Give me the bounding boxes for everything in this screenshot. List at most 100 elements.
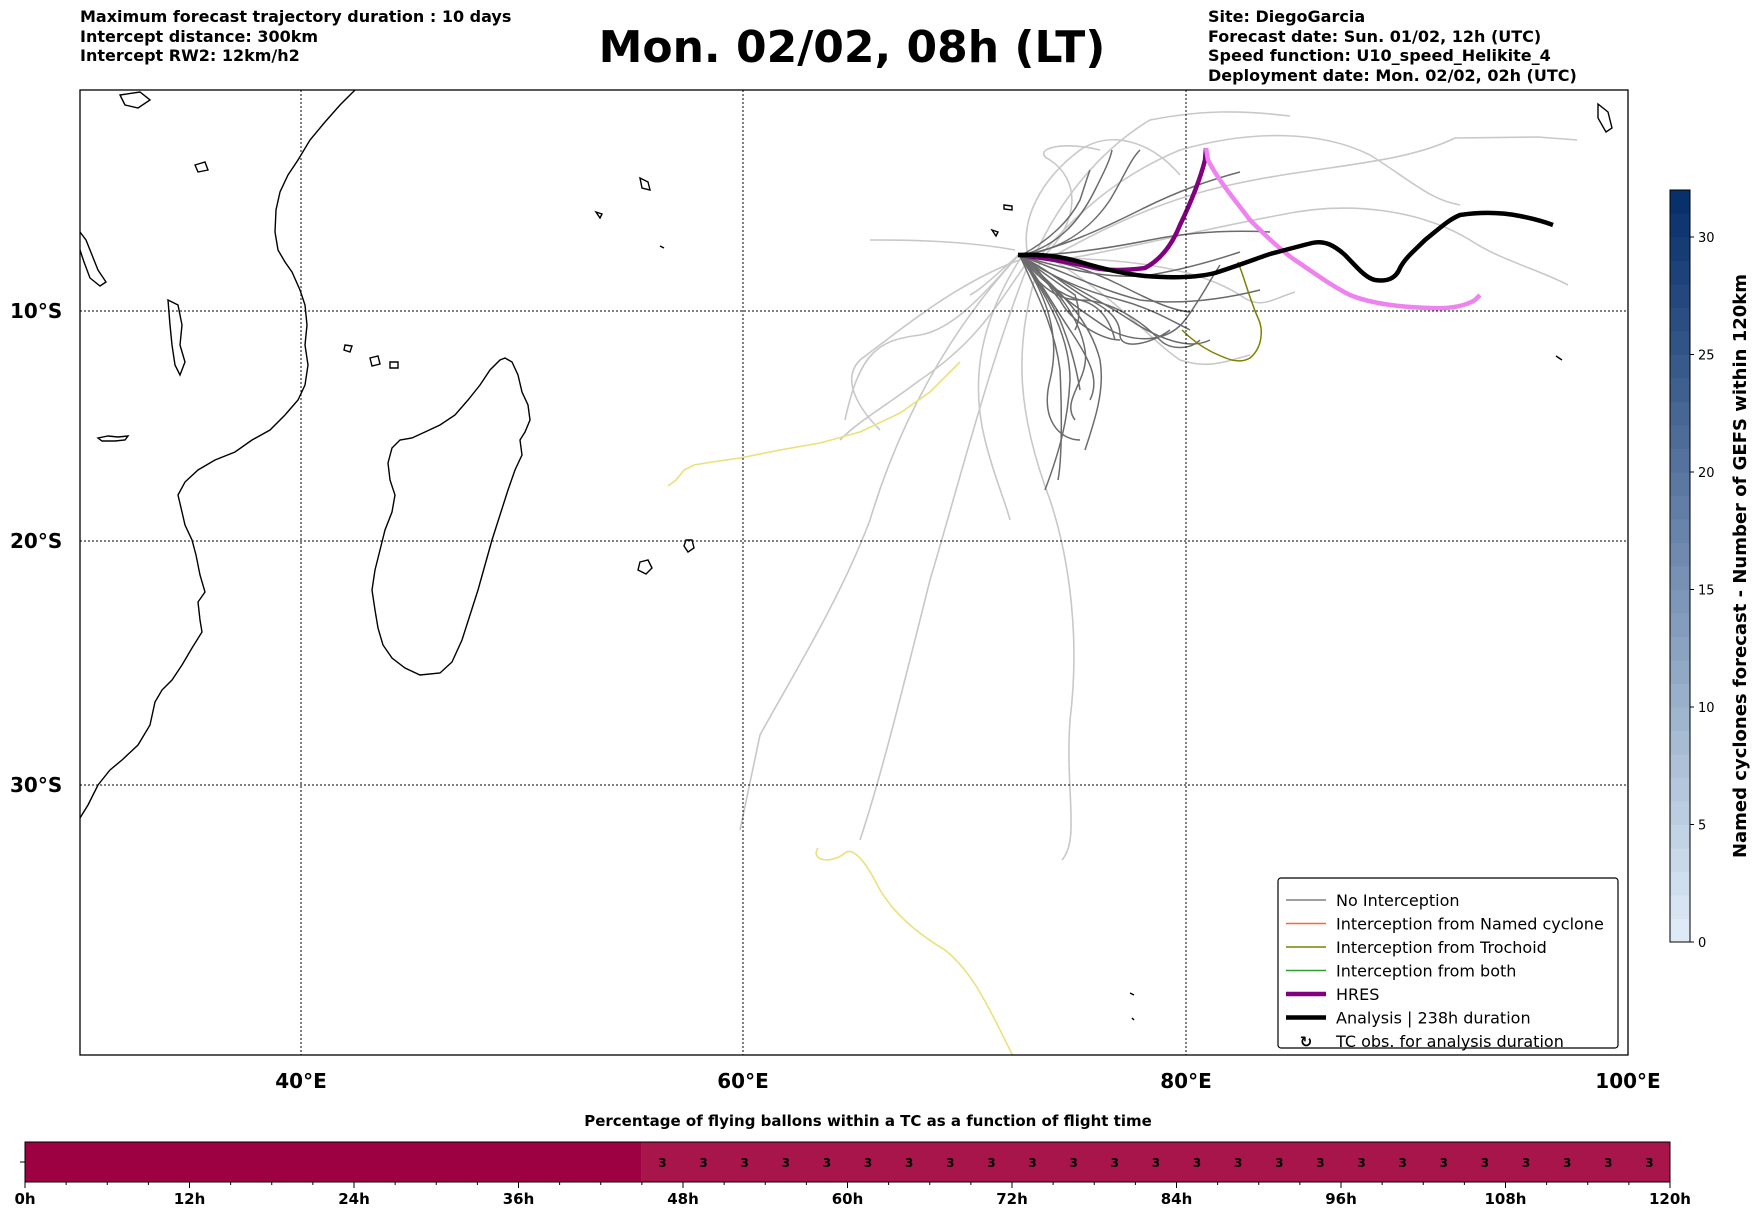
flight-bar-cell-value: 3	[1070, 1156, 1078, 1170]
tc-obs-marker-icon: ↻	[1300, 1033, 1313, 1051]
flight-bar-cell-value: 3	[1193, 1156, 1201, 1170]
colorbar-cell	[1670, 378, 1690, 402]
flight-bar-cell-value: 3	[987, 1156, 995, 1170]
colorbar-tick-label: 25	[1698, 349, 1715, 364]
colorbar-cell	[1670, 660, 1690, 684]
flight-bar-cell	[683, 1142, 725, 1182]
flight-bar-cell-value: 3	[1645, 1156, 1653, 1170]
lake-east	[96, 435, 130, 442]
dark-trajectory	[1019, 255, 1080, 331]
lon-label: 80°E	[1160, 1069, 1212, 1093]
flight-bar-cell	[724, 1142, 766, 1182]
colorbar-tick-label: 15	[1698, 584, 1715, 599]
flight-bar-cell-value: 3	[823, 1156, 831, 1170]
colorbar-cell	[1670, 683, 1690, 708]
flight-bar-cell	[1135, 1142, 1177, 1182]
colorbar-cell	[1670, 448, 1690, 473]
light-trajectory	[969, 253, 1021, 296]
lat-label: 30°S	[10, 773, 62, 797]
chagos-islands	[990, 204, 1013, 238]
colorbar-cell	[1670, 307, 1690, 332]
dark-trajectory	[1019, 149, 1113, 257]
colorbar-cell	[1670, 566, 1690, 590]
flight-bar-cell	[1299, 1142, 1342, 1182]
site-info: Site: DiegoGarcia Forecast date: Sun. 01…	[1208, 7, 1577, 85]
flight-bar-cell-value: 3	[782, 1156, 790, 1170]
flight-bar-cell-value: 3	[1028, 1156, 1036, 1170]
axis-labels: 40°E 60°E 80°E 100°E 10°S 20°S 30°S	[10, 299, 1661, 1093]
dark-trajectory	[1019, 149, 1141, 257]
light-trajectory	[1049, 136, 1578, 259]
flight-bar-cell	[1341, 1142, 1383, 1182]
colorbar-cell	[1670, 519, 1690, 543]
flight-bar-cell-value: 3	[1234, 1156, 1242, 1170]
mascarene-island	[637, 559, 653, 575]
flight-bar-cell	[1628, 1142, 1671, 1182]
eastern-islet	[1555, 102, 1613, 361]
map-frame	[79, 89, 1629, 1056]
trochoid-interception-track	[1181, 261, 1263, 362]
legend-item: No Interception	[1286, 891, 1460, 910]
colorbar: 0 5 10 15 20 25 30 Named cyclones forecast - N…	[1669, 189, 1751, 951]
colorbar-cell	[1670, 354, 1690, 379]
inner-lake	[167, 298, 186, 377]
dark-trajectory	[1019, 255, 1221, 340]
colorbar-cell	[1670, 895, 1690, 919]
map-gridlines	[80, 90, 1628, 1055]
colorbar-label: Named cyclones forecast - Number of GEFS…	[1730, 274, 1751, 858]
dark-trajectory	[1019, 169, 1091, 257]
light-trajectory	[1039, 134, 1461, 257]
light-trajectory	[844, 254, 1019, 421]
flight-time-bar: Percentage of flying ballons within a TC…	[14, 1112, 1691, 1208]
legend-item: Interception from Named cyclone	[1286, 915, 1604, 934]
flight-bar-tick-label: 36h	[503, 1190, 535, 1208]
lon-label: 40°E	[275, 1069, 327, 1093]
violet-track	[1203, 147, 1482, 311]
light-trajectory	[1034, 111, 1291, 256]
light-trajectory	[839, 257, 1031, 441]
light-trajectory	[869, 239, 1016, 251]
colorbar-cell	[1670, 801, 1690, 825]
legend-label: Interception from Trochoid	[1336, 938, 1547, 957]
flight-bar-cell	[1012, 1142, 1054, 1182]
colorbar-cell	[1670, 237, 1690, 261]
intercept-distance-text: Intercept distance: 300km	[80, 26, 319, 46]
speed-function-text: Speed function: U10_speed_Helikite_4	[1208, 46, 1551, 65]
colorbar-cell	[1670, 730, 1690, 755]
flight-bar-cell	[641, 1142, 684, 1182]
light-trajectory	[1042, 145, 1101, 256]
flight-bar-cell	[1423, 1142, 1465, 1182]
light-trajectory	[1049, 257, 1251, 366]
ensemble-light-trajectories	[739, 111, 1578, 861]
flight-bar-cell	[888, 1142, 931, 1182]
flight-bar-cell	[1217, 1142, 1260, 1182]
flight-bar-cell-value: 3	[864, 1156, 872, 1170]
flight-bar-cell	[929, 1142, 972, 1182]
legend-item: Analysis | 238h duration	[1286, 1009, 1531, 1028]
colorbar-cell	[1670, 284, 1690, 308]
analysis-track	[1017, 210, 1554, 283]
colorbar-cell	[1670, 754, 1690, 778]
colorbar-cell	[1670, 542, 1690, 567]
colorbar-tick-label: 30	[1698, 231, 1715, 246]
light-trajectory	[1025, 139, 1181, 257]
madagascar-coastline	[371, 357, 531, 676]
colorbar-cell	[1670, 331, 1690, 355]
legend-label: Interception from both	[1336, 962, 1516, 981]
flight-bar-tick-label: 84h	[1161, 1190, 1193, 1208]
flight-bar-cell-value: 3	[699, 1156, 707, 1170]
flight-bar-cell	[970, 1142, 1013, 1182]
flight-bar-cell	[1505, 1142, 1548, 1182]
dark-trajectory	[1019, 255, 1063, 481]
deployment-date-text: Deployment date: Mon. 02/02, 02h (UTC)	[1208, 65, 1577, 85]
flight-bar-cell-value: 3	[905, 1156, 913, 1170]
hres-track	[1017, 147, 1209, 273]
flight-bar-cell-value: 3	[1604, 1156, 1612, 1170]
flight-bar-tick-label: 96h	[1325, 1190, 1357, 1208]
flight-bar-cell	[1587, 1142, 1630, 1182]
flight-bar-cell	[1258, 1142, 1301, 1182]
dark-trajectory	[1019, 255, 1103, 451]
dark-trajectory	[1019, 255, 1081, 441]
lon-label: 100°E	[1595, 1069, 1660, 1093]
flight-bar-tick-label: 0h	[14, 1190, 35, 1208]
